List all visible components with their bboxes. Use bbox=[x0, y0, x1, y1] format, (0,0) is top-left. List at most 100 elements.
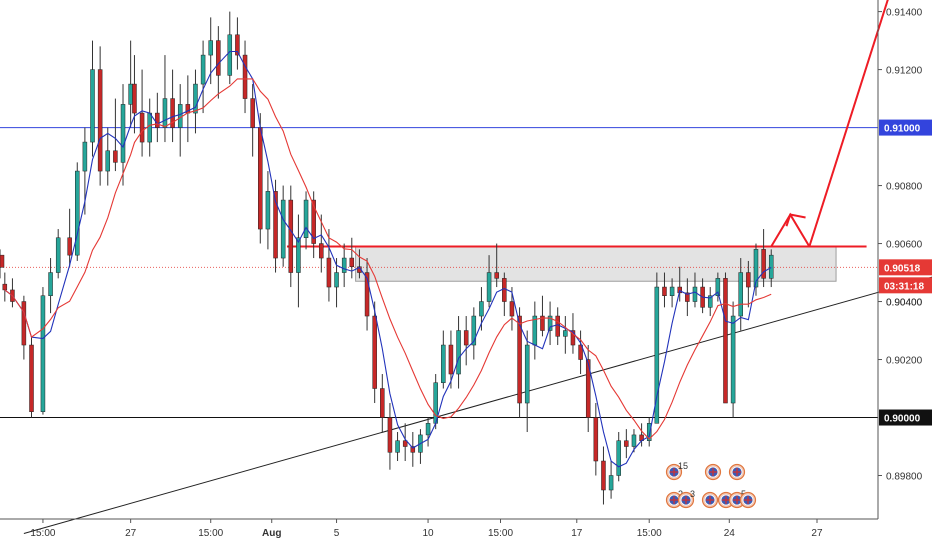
candle-body bbox=[90, 69, 95, 143]
candle bbox=[463, 316, 469, 366]
candle-body bbox=[578, 344, 583, 360]
candle bbox=[753, 243, 759, 296]
candle-body bbox=[593, 417, 599, 462]
candle-body bbox=[486, 272, 492, 302]
candle-body bbox=[555, 315, 560, 337]
candle bbox=[288, 185, 294, 288]
economic-event-icon bbox=[704, 463, 722, 481]
candle-body bbox=[139, 112, 145, 143]
candle-body bbox=[67, 237, 72, 256]
candle-body bbox=[692, 286, 698, 302]
candle bbox=[387, 403, 393, 470]
candle bbox=[372, 301, 377, 404]
candle bbox=[48, 258, 53, 314]
candle bbox=[730, 301, 736, 418]
candle bbox=[90, 40, 95, 157]
economic-event-icon bbox=[717, 491, 735, 509]
candle-body bbox=[235, 34, 240, 56]
candle bbox=[395, 432, 400, 462]
resistance-price-tag-text: 0.91000 bbox=[884, 124, 921, 135]
candle bbox=[147, 98, 152, 157]
candle bbox=[242, 40, 248, 114]
slow-moving-average bbox=[4, 78, 772, 440]
candle-body bbox=[97, 69, 103, 172]
candle bbox=[75, 162, 80, 261]
economic-event-icon bbox=[701, 491, 719, 509]
candle bbox=[494, 243, 499, 288]
candle bbox=[631, 429, 637, 453]
candle-body bbox=[723, 278, 728, 404]
candle bbox=[715, 272, 721, 302]
candle-body bbox=[21, 301, 27, 346]
candle bbox=[524, 330, 530, 433]
candle-body bbox=[280, 199, 286, 259]
bar-countdown-tag-text: 03:31:18 bbox=[884, 281, 924, 292]
candle-body bbox=[200, 54, 206, 85]
candle bbox=[97, 46, 103, 186]
candle-body bbox=[265, 191, 271, 230]
candle-body bbox=[82, 141, 88, 172]
candle bbox=[265, 171, 271, 250]
candle-body bbox=[177, 104, 183, 128]
candle bbox=[540, 295, 545, 337]
candle-body bbox=[425, 423, 431, 436]
current-price-tag: 0.90518 bbox=[879, 259, 932, 276]
candle bbox=[200, 40, 206, 114]
candle bbox=[402, 423, 408, 462]
candle bbox=[662, 272, 667, 308]
candle-body bbox=[48, 272, 53, 296]
candle-body bbox=[208, 40, 213, 56]
candle-body bbox=[753, 249, 759, 288]
candle bbox=[216, 26, 221, 99]
candle bbox=[707, 287, 713, 317]
candle-body bbox=[570, 330, 576, 346]
candle-body bbox=[746, 272, 751, 288]
candle-body bbox=[227, 34, 233, 76]
candle-body bbox=[585, 359, 591, 418]
y-tick-label: 0.90600 bbox=[886, 240, 923, 251]
economic-event-icon: 3 bbox=[677, 489, 695, 509]
x-tick-label: Aug bbox=[262, 528, 281, 539]
resistance-price-tag: 0.91000 bbox=[879, 119, 932, 136]
candle-body bbox=[471, 315, 477, 346]
candle bbox=[0, 249, 5, 279]
pullback-arrow-head bbox=[785, 213, 806, 227]
candle-body bbox=[402, 440, 408, 447]
candle bbox=[585, 345, 591, 433]
candle-body bbox=[654, 286, 660, 424]
candle bbox=[170, 69, 175, 143]
candle bbox=[624, 429, 629, 459]
candle bbox=[578, 330, 583, 375]
x-tick-label: 15:00 bbox=[637, 528, 662, 539]
candle bbox=[425, 417, 431, 447]
candle-body bbox=[387, 417, 393, 453]
candle-body bbox=[147, 112, 152, 143]
x-tick-label: 17 bbox=[571, 528, 583, 539]
candle bbox=[418, 429, 423, 464]
candle-body bbox=[2, 283, 8, 291]
economic-event-icon: 2 bbox=[665, 489, 683, 509]
moving-averages-layer bbox=[4, 50, 772, 468]
support-price-tag-text: 0.90000 bbox=[884, 414, 921, 425]
candle-body bbox=[273, 191, 278, 259]
candle-body bbox=[730, 315, 736, 404]
candle bbox=[227, 11, 233, 85]
y-tick-label: 0.90400 bbox=[886, 298, 923, 309]
candle bbox=[563, 316, 568, 354]
candle-body bbox=[685, 292, 690, 302]
candle-body bbox=[120, 104, 126, 163]
candle bbox=[471, 307, 477, 360]
candle-body bbox=[524, 344, 530, 404]
candle bbox=[746, 260, 751, 308]
candle bbox=[433, 374, 438, 430]
candle bbox=[616, 432, 621, 482]
candle-body bbox=[509, 301, 515, 317]
y-tick-label: 0.91400 bbox=[886, 8, 923, 19]
candle-body bbox=[155, 112, 160, 128]
candle bbox=[410, 432, 416, 467]
candle-body bbox=[334, 272, 339, 288]
candle bbox=[593, 403, 599, 476]
candle bbox=[547, 301, 553, 346]
